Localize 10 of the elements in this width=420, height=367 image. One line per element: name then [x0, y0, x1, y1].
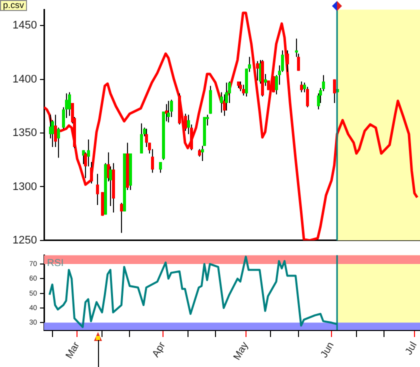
- text: p.csv: [3, 0, 25, 10]
- y-tick-label: 1400: [12, 73, 37, 86]
- y-tick-label: 1450: [12, 20, 37, 32]
- x-tick-label: Mar: [64, 340, 82, 361]
- y-tick-label: 1250: [12, 234, 37, 246]
- x-tick-label: Jul: [404, 340, 420, 357]
- y-tick-label: 1350: [12, 127, 37, 140]
- x-tick-label: Jun: [318, 340, 337, 360]
- x-tick-label: Apr: [150, 340, 168, 360]
- y-tick-label: 1300: [12, 180, 37, 193]
